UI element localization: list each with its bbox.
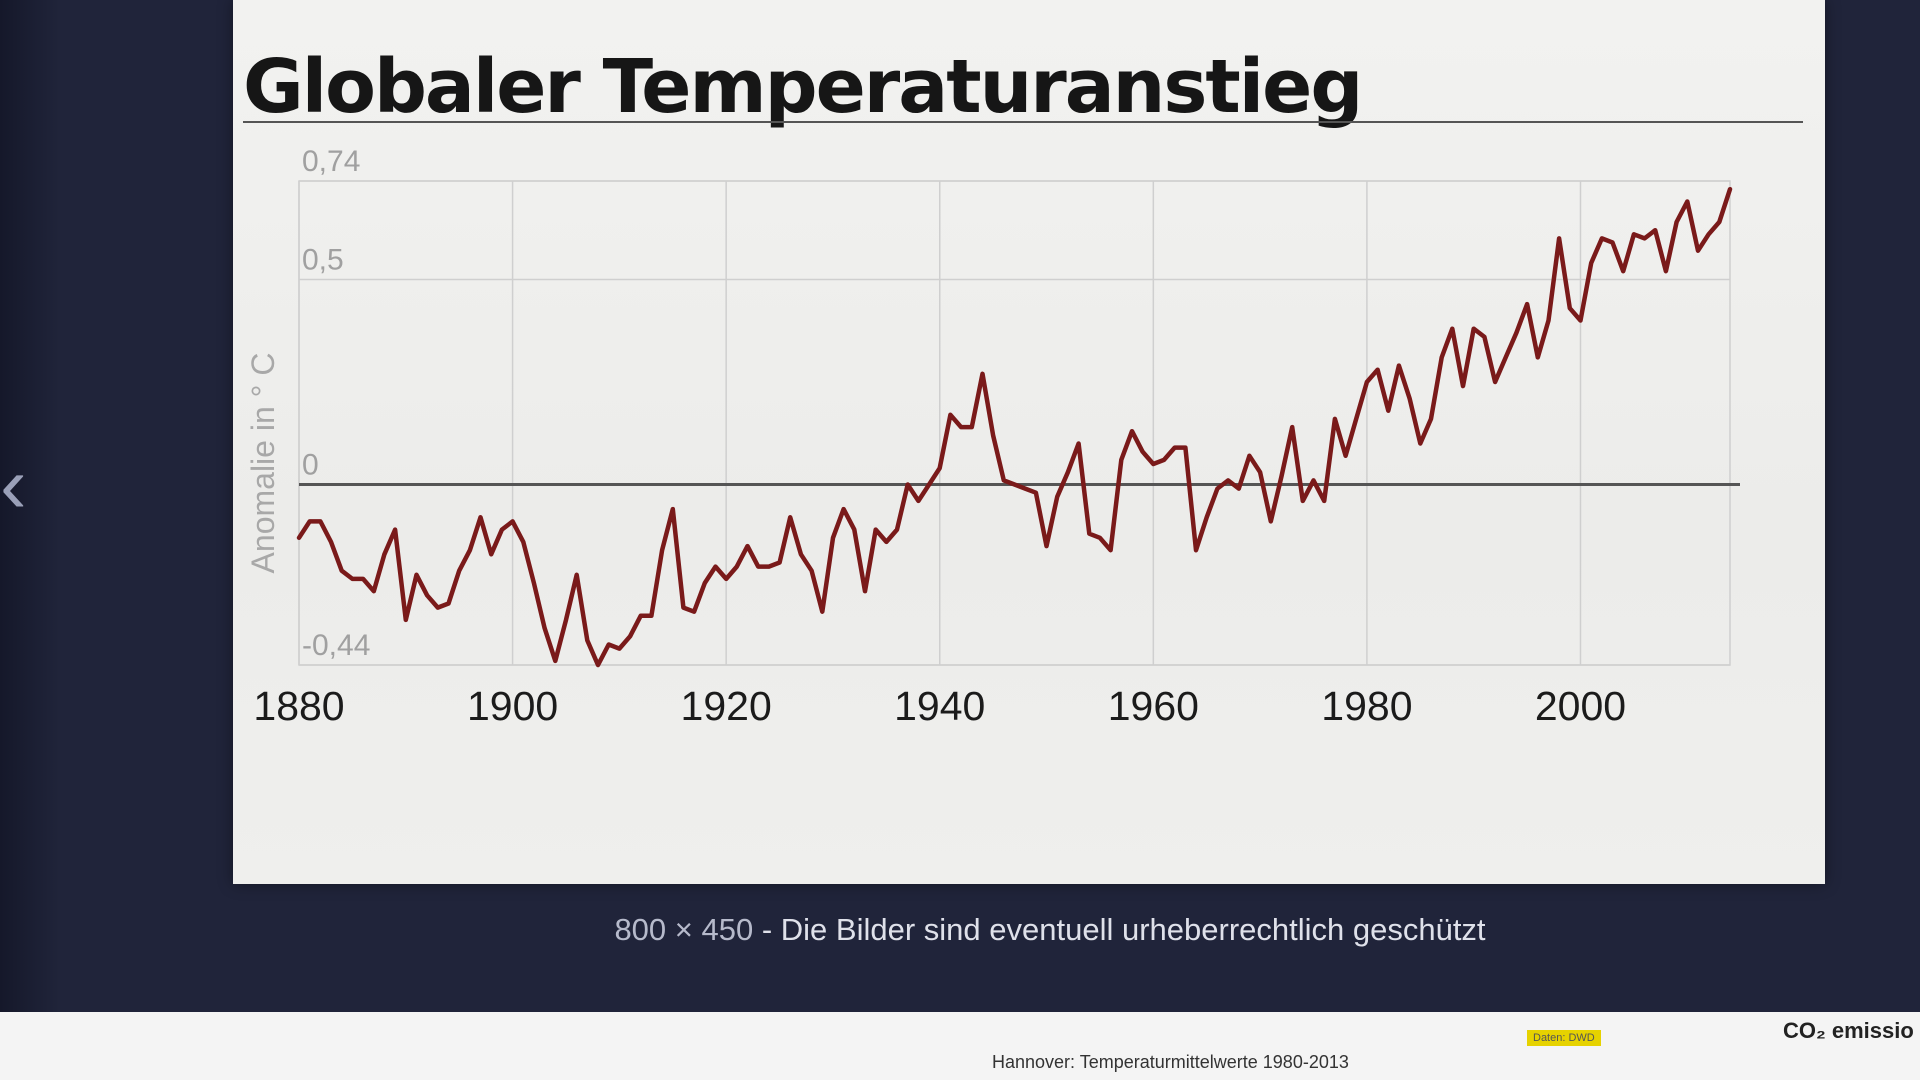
title-underline [243,121,1803,123]
caption-separator: - [753,912,781,947]
x-tick-label: 2000 [1535,683,1626,729]
previous-image-button[interactable]: ‹ [0,440,40,530]
related-images-strip[interactable] [0,1012,1920,1080]
chart-title: Globaler Temperaturanstieg [243,44,1363,130]
x-tick-label: 1940 [894,683,985,729]
copyright-notice: Die Bilder sind eventuell urheberrechtli… [780,912,1486,947]
next-image-label[interactable]: CO₂ emissio [1783,1018,1914,1043]
y-tick-label: 0,5 [302,243,344,276]
x-tick-label: 1980 [1321,683,1412,729]
y-tick-label: 0 [302,449,319,482]
y-tick-label: -0,44 [302,629,370,662]
temperature-anomaly-line [296,186,1733,668]
x-tick-label: 1920 [681,683,772,729]
temperature-chart: 1880 1900 1920 1940 1960 1980 2000 0,74 0,5 0 -0,4… [245,145,1740,729]
x-tick-label: 1960 [1108,683,1199,729]
plot-frame [298,180,1731,666]
y-axis-label: Anomalie in ° C [245,353,281,574]
viewer-background [0,0,60,1080]
image-dimensions: 800 × 450 [614,912,754,947]
chevron-left-icon: ‹ [0,440,27,529]
x-tick-label: 1880 [253,683,344,729]
related-image-caption[interactable]: Hannover: Temperaturmittelwerte 1980-201… [992,1052,1349,1072]
source-badge: Daten: DWD [1527,1030,1601,1046]
image-preview[interactable]: Globaler Temperaturanstieg 1880 1900 1920 1… [233,0,1825,884]
y-tick-label: 0,74 [302,145,360,178]
x-tick-label: 1900 [467,683,558,729]
image-caption: 800 × 450 - Die Bilder sind eventuell ur… [0,912,1920,948]
